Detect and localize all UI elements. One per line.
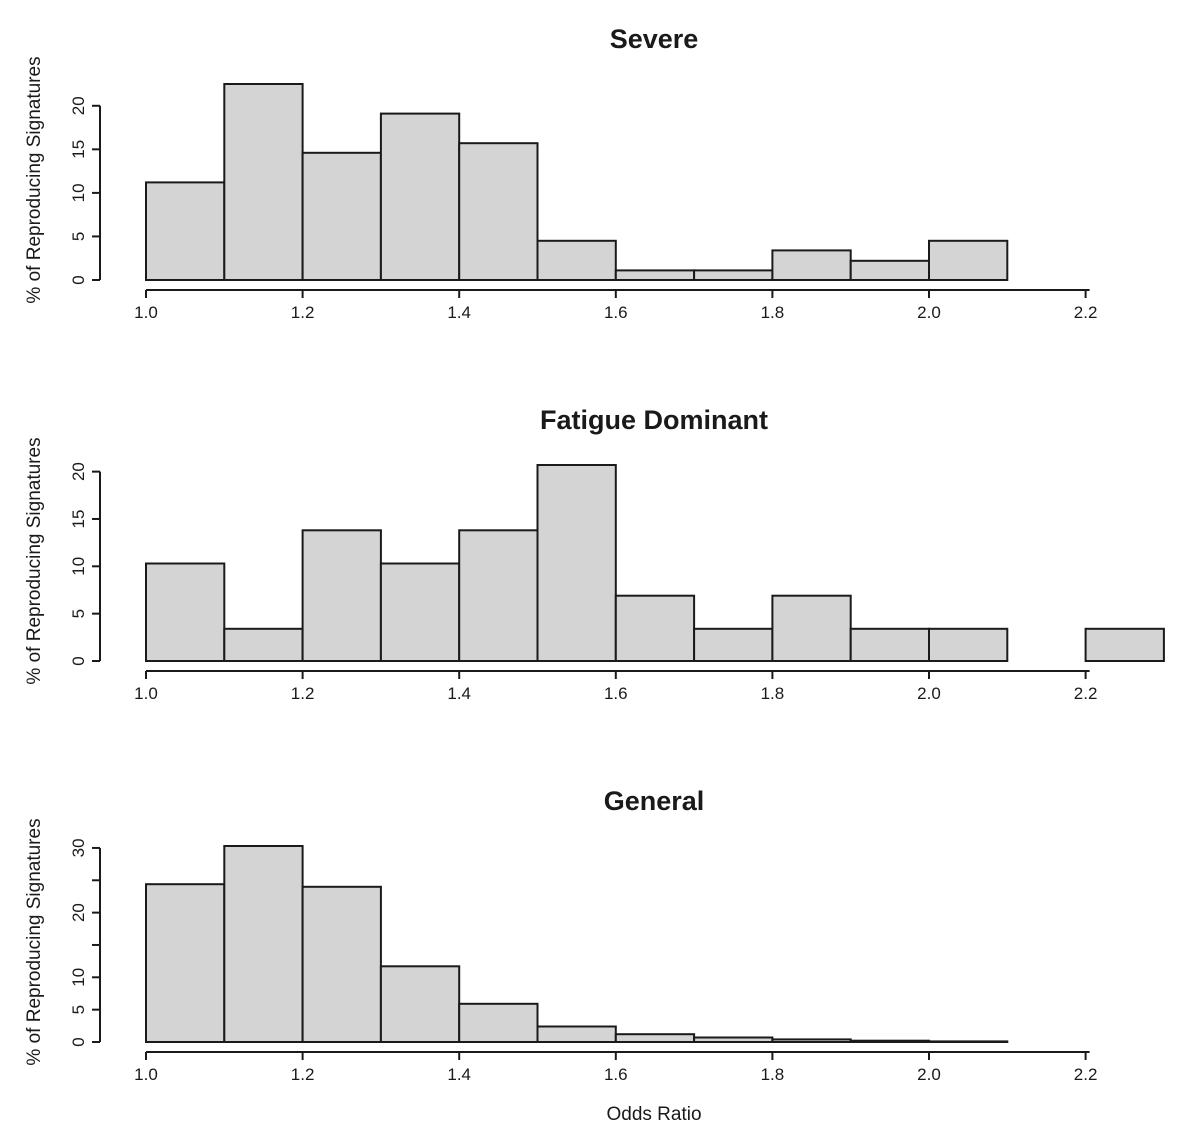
x-tick-label: 1.2 — [291, 684, 315, 703]
histogram-bar — [693, 627, 774, 662]
x-tick-label: 1.8 — [761, 1065, 785, 1084]
histogram-bar — [1084, 627, 1165, 662]
x-tick-label: 2.0 — [917, 684, 941, 703]
histogram-bar — [614, 1033, 696, 1043]
histogram-bar — [301, 529, 382, 662]
bars-general — [145, 845, 1009, 1044]
y-tick-label: 0 — [69, 275, 88, 284]
histogram-bar — [223, 845, 304, 1043]
y-tick-label: 20 — [69, 903, 88, 922]
x-tick-label: 2.0 — [917, 303, 941, 322]
panel-title: Fatigue Dominant — [540, 405, 768, 435]
histogram-bar — [536, 464, 617, 662]
x-axis-title: Odds Ratio — [606, 1104, 701, 1125]
x-tick-label: 1.0 — [134, 1065, 158, 1084]
x-tick-label: 2.0 — [917, 1065, 941, 1084]
histogram-bar — [771, 594, 852, 663]
x-tick-label: 1.0 — [134, 303, 158, 322]
y-tick-label: 30 — [69, 838, 88, 857]
y-tick-label: 0 — [69, 1037, 88, 1046]
histogram-bar — [771, 249, 852, 281]
histogram-bar — [145, 883, 226, 1044]
y-axis-title: % of Reproducing Signatures — [24, 437, 45, 684]
histogram-bar — [145, 562, 226, 662]
histogram-bar — [928, 627, 1009, 662]
y-tick-label: 10 — [69, 968, 88, 987]
histogram-bar — [379, 562, 461, 662]
y-tick-label: 15 — [69, 140, 88, 159]
y-tick-label: 5 — [69, 1005, 88, 1014]
histogram-bar — [849, 1039, 931, 1043]
bars-fatigue-dominant — [145, 464, 1165, 663]
histogram-bar — [223, 83, 304, 281]
histogram-bar — [458, 529, 539, 662]
y-axis-title: % of Reproducing Signatures — [24, 818, 45, 1065]
x-tick-label: 1.2 — [291, 1065, 315, 1084]
x-tick-label: 1.6 — [604, 684, 628, 703]
x-tick-label: 1.6 — [604, 303, 628, 322]
x-tick-label: 1.4 — [447, 684, 471, 703]
histogram-bar — [614, 269, 696, 281]
x-tick-label: 1.4 — [447, 1065, 471, 1084]
y-tick-label: 5 — [69, 609, 88, 618]
histogram-bar — [458, 142, 539, 281]
histogram-bar — [223, 627, 304, 662]
histogram-bar — [379, 965, 461, 1043]
x-tick-label: 2.2 — [1074, 1065, 1098, 1084]
histogram-bar — [693, 1036, 774, 1043]
y-tick-label: 10 — [69, 183, 88, 202]
panel-general: 1.0 1.2 1.4 1.6 1.8 2.0 2.2 0 5 10 20 30 General % of… — [24, 786, 1097, 1125]
histogram-bar — [145, 181, 226, 281]
y-tick-label: 20 — [69, 96, 88, 115]
histogram-bar — [379, 112, 461, 281]
x-tick-label: 1.8 — [761, 684, 785, 703]
panel-title: Severe — [610, 24, 699, 54]
y-tick-label: 0 — [69, 656, 88, 665]
y-tick-label: 5 — [69, 232, 88, 241]
histogram-bar — [536, 239, 617, 282]
panel-fatigue-dominant: 1.0 1.2 1.4 1.6 1.8 2.0 2.2 0 5 10 15 20 Fatigue Dom… — [24, 405, 1165, 703]
histogram-bar — [301, 151, 382, 281]
x-tick-label: 1.6 — [604, 1065, 628, 1084]
histogram-bar — [849, 259, 931, 281]
histogram-bar — [771, 1038, 852, 1044]
y-tick-label: 15 — [69, 510, 88, 529]
histogram-bar — [301, 885, 382, 1043]
x-tick-label: 2.2 — [1074, 684, 1098, 703]
panel-severe: 1.0 1.2 1.4 1.6 1.8 2.0 2.2 0 5 10 15 20 Severe % of … — [24, 24, 1097, 322]
histogram-bar — [693, 269, 774, 281]
histogram-bar — [928, 239, 1009, 282]
y-tick-label: 10 — [69, 557, 88, 576]
bars-severe — [145, 83, 1009, 282]
panel-title: General — [604, 786, 705, 816]
histogram-bar — [928, 1040, 1009, 1044]
x-tick-label: 2.2 — [1074, 303, 1098, 322]
x-tick-label: 1.8 — [761, 303, 785, 322]
histogram-bar — [849, 627, 931, 662]
x-tick-label: 1.0 — [134, 684, 158, 703]
x-tick-label: 1.4 — [447, 303, 471, 322]
histogram-bar — [458, 1002, 539, 1043]
y-axis-title: % of Reproducing Signatures — [24, 56, 45, 303]
y-tick-label: 20 — [69, 462, 88, 481]
x-tick-label: 1.2 — [291, 303, 315, 322]
histogram-bar — [614, 594, 696, 663]
histogram-bar — [536, 1025, 617, 1043]
